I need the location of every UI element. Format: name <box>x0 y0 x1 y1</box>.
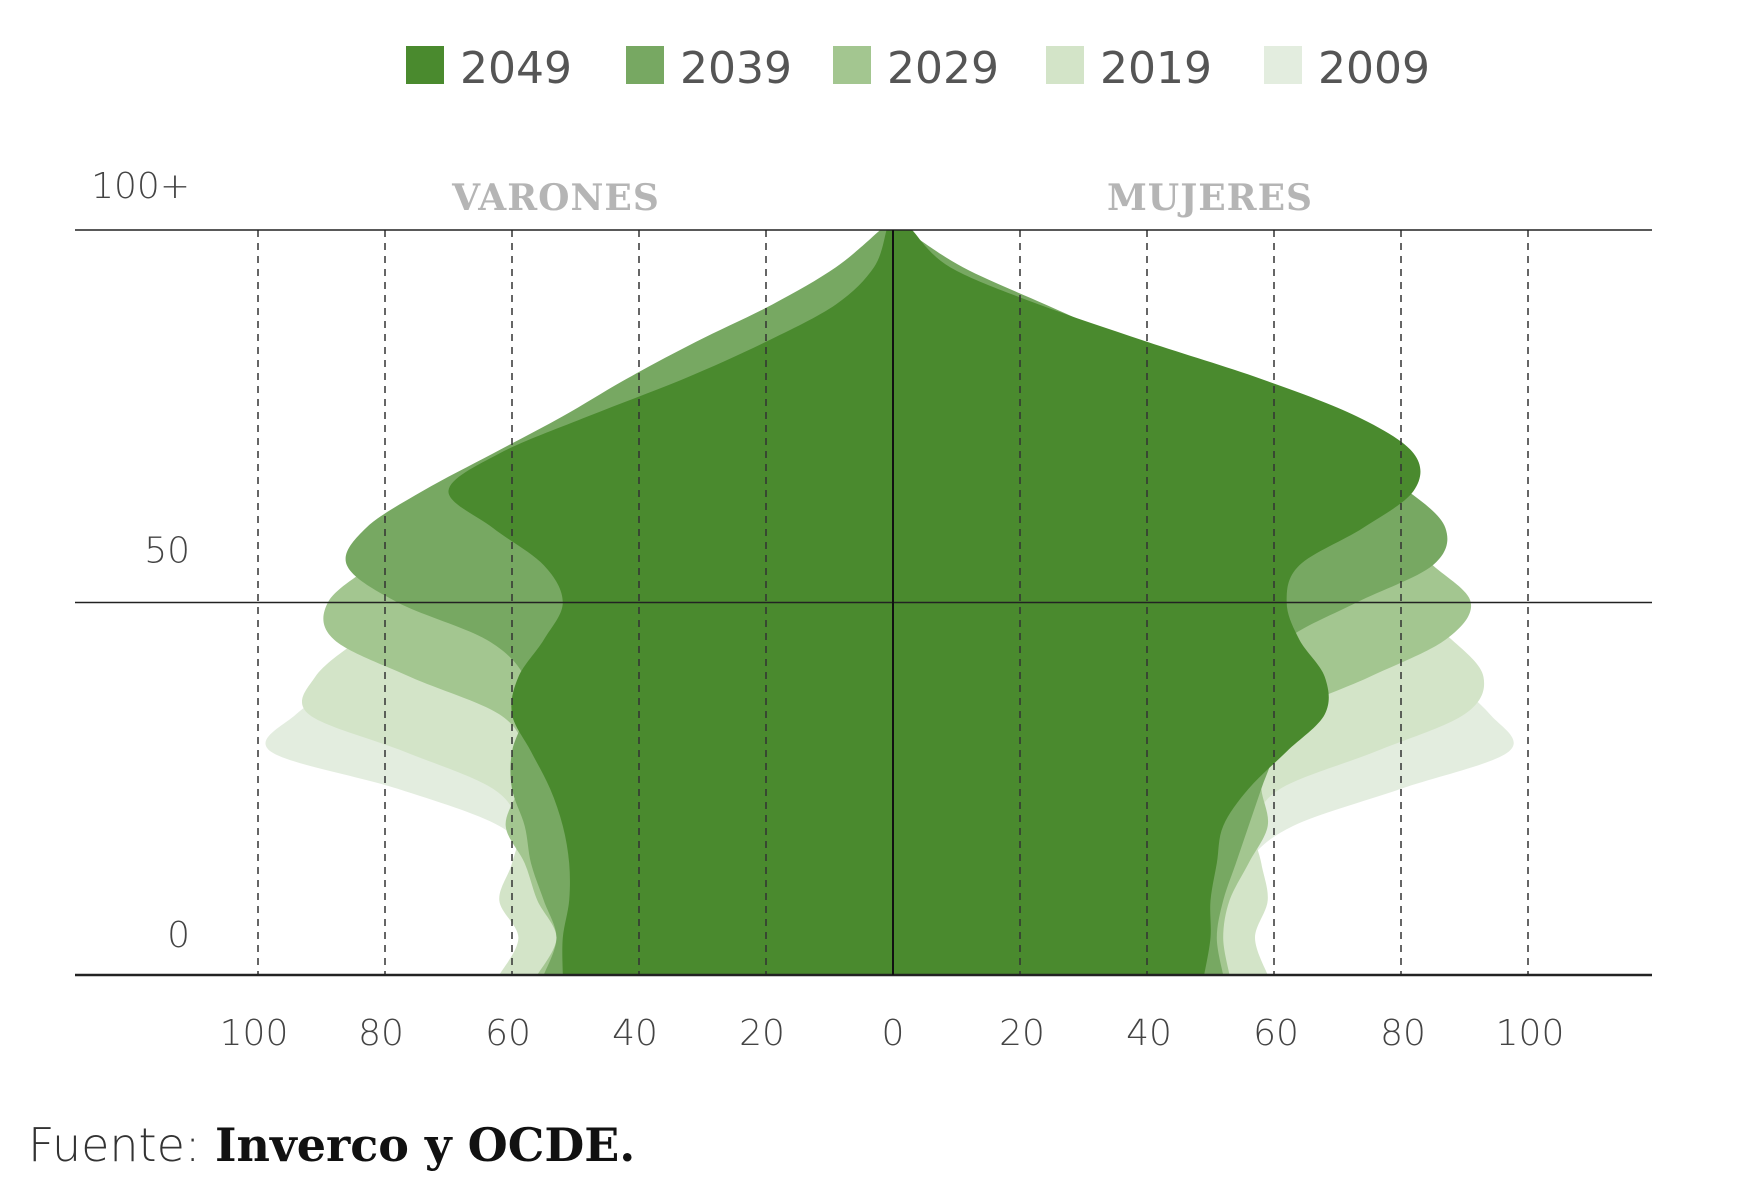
legend-swatch-2009 <box>1264 46 1302 84</box>
chart-legend: 2049 2039 2029 2019 2009 <box>406 43 1430 94</box>
legend-swatch-2019 <box>1046 46 1084 84</box>
x-tick-label-men: 20 <box>739 1013 785 1054</box>
source-prefix: Fuente: <box>28 1118 216 1172</box>
legend-swatch-2039 <box>626 46 664 84</box>
x-tick-label-women: 100 <box>1496 1013 1565 1054</box>
legend-swatch-2049 <box>406 46 444 84</box>
source-text: Inverco y OCDE. <box>215 1118 636 1172</box>
y-tick-label: 100+ <box>91 166 190 207</box>
x-tick-label-men: 100 <box>220 1013 289 1054</box>
legend-label-2029: 2029 <box>887 43 999 94</box>
y-tick-label: 50 <box>144 531 190 572</box>
legend-label-2039: 2039 <box>680 43 792 94</box>
source-note: Fuente: Inverco y OCDE. <box>28 1118 635 1172</box>
x-tick-label-women: 40 <box>1126 1013 1172 1054</box>
legend-label-2019: 2019 <box>1100 43 1212 94</box>
legend-swatch-2029 <box>833 46 871 84</box>
x-tick-label-women: 60 <box>1253 1013 1299 1054</box>
x-tick-label-men: 80 <box>358 1013 404 1054</box>
x-tick-label-men: 60 <box>485 1013 531 1054</box>
x-tick-label-men: 40 <box>612 1013 658 1054</box>
legend-label-2049: 2049 <box>460 43 572 94</box>
side-label-men: VARONES <box>451 177 660 219</box>
legend-label-2009: 2009 <box>1318 43 1430 94</box>
side-label-women: MUJERES <box>1107 177 1313 219</box>
x-tick-label-men: 0 <box>882 1013 905 1054</box>
x-tick-label-women: 80 <box>1380 1013 1426 1054</box>
x-tick-label-women: 20 <box>999 1013 1045 1054</box>
axis-labels: 100+ 50 0 100 80 60 40 20 0 20 40 60 80 100 VARONES MUJ… <box>91 166 1564 1054</box>
axes <box>75 229 1652 977</box>
y-tick-label: 0 <box>167 915 190 956</box>
